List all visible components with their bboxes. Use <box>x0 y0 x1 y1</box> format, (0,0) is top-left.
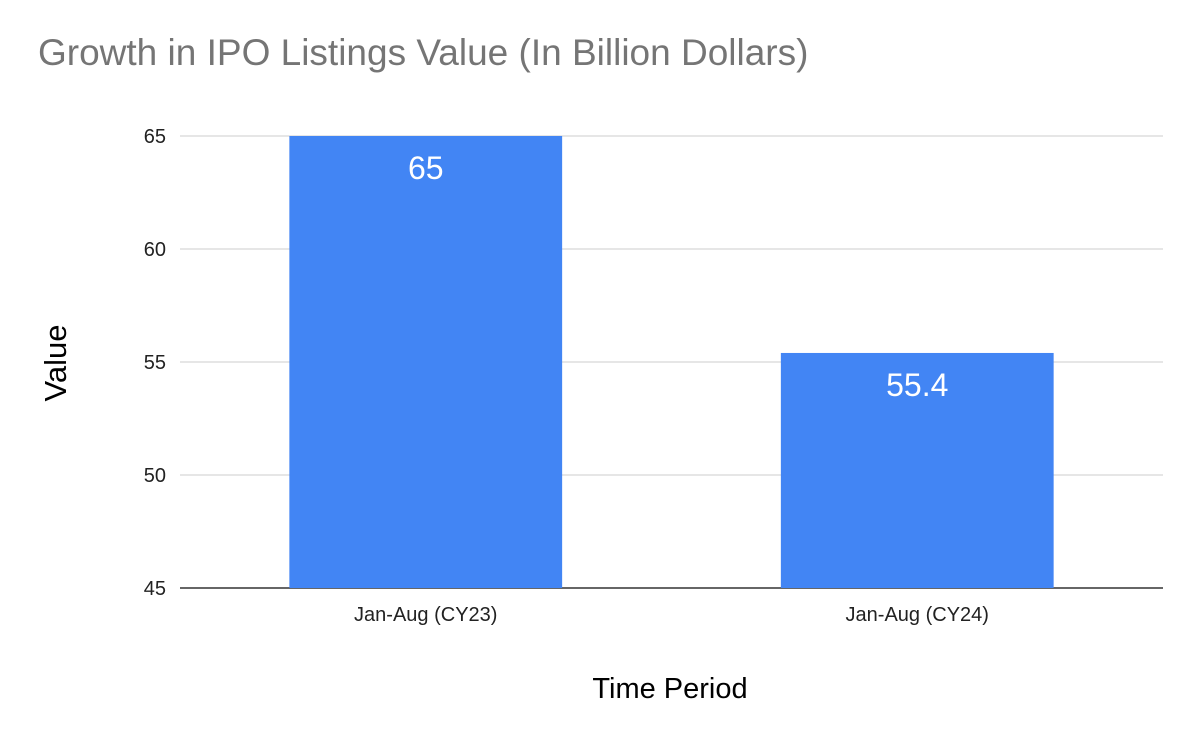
chart-title: Growth in IPO Listings Value (In Billion… <box>38 32 809 73</box>
x-tick-label: Jan-Aug (CY24) <box>846 604 989 626</box>
bar-value-label: 55.4 <box>886 367 948 403</box>
y-tick-label: 60 <box>144 239 166 261</box>
bar <box>780 352 1054 588</box>
y-axis-ticks: 45 50 55 60 65 <box>144 126 166 600</box>
x-tick-label: Jan-Aug (CY23) <box>354 604 497 626</box>
y-tick-label: 45 <box>144 578 166 600</box>
y-tick-label: 65 <box>144 126 166 148</box>
x-axis-title: Time Period <box>592 673 747 705</box>
x-axis-ticks: Jan-Aug (CY23) Jan-Aug (CY24) <box>354 604 989 626</box>
y-tick-label: 55 <box>144 352 166 374</box>
bars <box>289 136 1054 588</box>
data-labels: 65 55.4 <box>408 150 948 403</box>
y-tick-label: 50 <box>144 465 166 487</box>
bar-value-label: 65 <box>408 150 444 186</box>
bar <box>289 136 563 588</box>
y-axis-title: Value <box>38 325 73 402</box>
